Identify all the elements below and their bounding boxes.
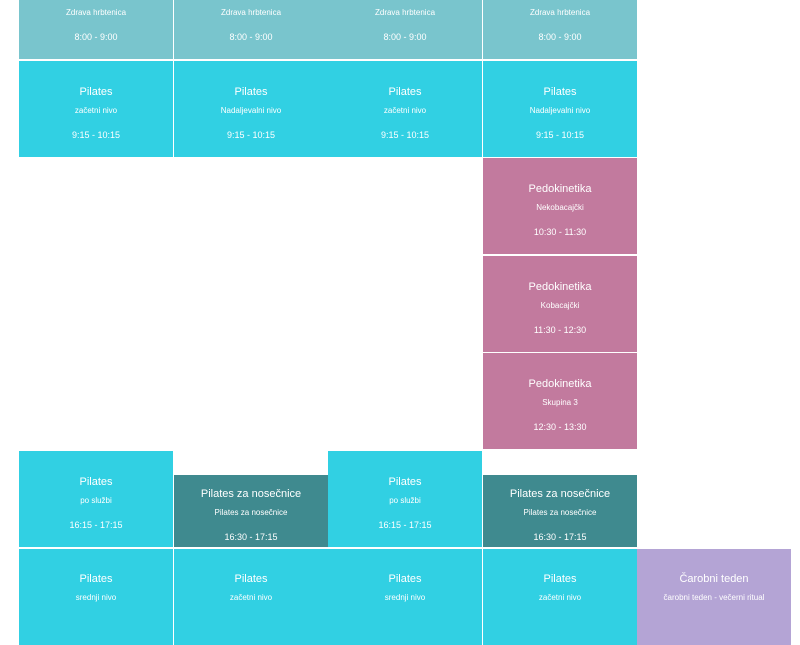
- class-block[interactable]: Pilates začetni nivo: [174, 549, 328, 645]
- class-block[interactable]: Pilates srednji nivo: [328, 549, 482, 645]
- class-subtitle: Skupina 3: [542, 398, 578, 407]
- class-subtitle: Pilates za nosečnice: [523, 508, 597, 517]
- class-title: Pedokinetika: [528, 378, 592, 390]
- class-subtitle: srednji nivo: [75, 593, 117, 602]
- class-subtitle: srednji nivo: [384, 593, 426, 602]
- class-title: Pilates: [79, 573, 113, 585]
- class-block[interactable]: Pilates za nosečnice Pilates za nosečnice…: [483, 475, 637, 547]
- class-time: 10:30 - 11:30: [533, 227, 587, 237]
- class-time: 9:15 - 10:15: [380, 130, 430, 140]
- class-subtitle: začetni nivo: [538, 593, 582, 602]
- class-time: 16:15 - 17:15: [69, 520, 123, 530]
- class-subtitle: po službi: [80, 496, 112, 505]
- class-block[interactable]: Pedokinetika Kobacajčki 11:30 - 12:30: [483, 256, 637, 352]
- class-title: Pedokinetika: [528, 281, 592, 293]
- class-subtitle: po službi: [389, 496, 421, 505]
- class-block[interactable]: Pedokinetika Nekobacajčki 10:30 - 11:30: [483, 158, 637, 254]
- class-subtitle: Zdrava hrbtenica: [529, 8, 591, 17]
- class-time: 11:30 - 12:30: [533, 325, 587, 335]
- class-time: 8:00 - 9:00: [229, 32, 273, 42]
- class-subtitle: Pilates za nosečnice: [214, 508, 288, 517]
- class-subtitle: čarobni teden - večerni ritual: [663, 593, 765, 602]
- class-block[interactable]: Zdrava hrbtenica 8:00 - 9:00: [328, 0, 482, 59]
- class-block[interactable]: Pilates začetni nivo 9:15 - 10:15: [19, 61, 173, 157]
- class-title: Pilates: [234, 573, 268, 585]
- class-subtitle: Kobacajčki: [540, 301, 580, 310]
- class-block[interactable]: Pilates po službi 16:15 - 17:15: [328, 451, 482, 547]
- class-title: Pilates: [79, 476, 113, 488]
- class-block[interactable]: Zdrava hrbtenica 8:00 - 9:00: [174, 0, 328, 59]
- class-time: 8:00 - 9:00: [74, 32, 118, 42]
- class-title: Pilates: [543, 86, 577, 98]
- class-title: Pilates: [388, 86, 422, 98]
- class-time: 16:30 - 17:15: [533, 532, 587, 542]
- class-time: 8:00 - 9:00: [383, 32, 427, 42]
- class-subtitle: Nadaljevalni nivo: [529, 106, 591, 115]
- class-time: 9:15 - 10:15: [226, 130, 276, 140]
- class-block[interactable]: Zdrava hrbtenica 8:00 - 9:00: [483, 0, 637, 59]
- class-block[interactable]: Pilates začetni nivo 9:15 - 10:15: [328, 61, 482, 157]
- class-time: 16:15 - 17:15: [378, 520, 432, 530]
- class-subtitle: začetni nivo: [229, 593, 273, 602]
- class-block[interactable]: Pilates Nadaljevalni nivo 9:15 - 10:15: [483, 61, 637, 157]
- class-title: Pilates: [79, 86, 113, 98]
- class-time: 8:00 - 9:00: [538, 32, 582, 42]
- class-time: 9:15 - 10:15: [71, 130, 121, 140]
- class-block[interactable]: Zdrava hrbtenica 8:00 - 9:00: [19, 0, 173, 59]
- class-subtitle: začetni nivo: [74, 106, 118, 115]
- class-subtitle: Zdrava hrbtenica: [220, 8, 282, 17]
- class-block[interactable]: Pilates za nosečnice Pilates za nosečnice…: [174, 475, 328, 547]
- class-block[interactable]: Pilates po službi 16:15 - 17:15: [19, 451, 173, 547]
- class-block[interactable]: Pilates začetni nivo: [483, 549, 637, 645]
- class-subtitle: Nadaljevalni nivo: [220, 106, 282, 115]
- class-subtitle: Zdrava hrbtenica: [65, 8, 127, 17]
- class-subtitle: začetni nivo: [383, 106, 427, 115]
- class-title: Pilates: [388, 476, 422, 488]
- page: Zdrava hrbtenica 8:00 - 9:00 Zdrava hrbten…: [19, 0, 791, 645]
- class-time: 9:15 - 10:15: [535, 130, 585, 140]
- class-subtitle: Nekobacajčki: [536, 203, 584, 212]
- class-block[interactable]: Pilates srednji nivo: [19, 549, 173, 645]
- class-title: Pilates: [388, 573, 422, 585]
- class-time: 12:30 - 13:30: [533, 422, 587, 432]
- class-title: Pilates za nosečnice: [200, 488, 302, 500]
- class-block[interactable]: Pedokinetika Skupina 3 12:30 - 13:30: [483, 353, 637, 449]
- class-time: 16:30 - 17:15: [224, 532, 278, 542]
- class-title: Pilates: [543, 573, 577, 585]
- class-block[interactable]: Pilates Nadaljevalni nivo 9:15 - 10:15: [174, 61, 328, 157]
- class-title: Pilates za nosečnice: [509, 488, 611, 500]
- class-title: Pedokinetika: [528, 183, 592, 195]
- class-subtitle: Zdrava hrbtenica: [374, 8, 436, 17]
- class-title: Čarobni teden: [679, 573, 749, 585]
- class-block[interactable]: Čarobni teden čarobni teden - večerni rit…: [637, 549, 791, 645]
- class-title: Pilates: [234, 86, 268, 98]
